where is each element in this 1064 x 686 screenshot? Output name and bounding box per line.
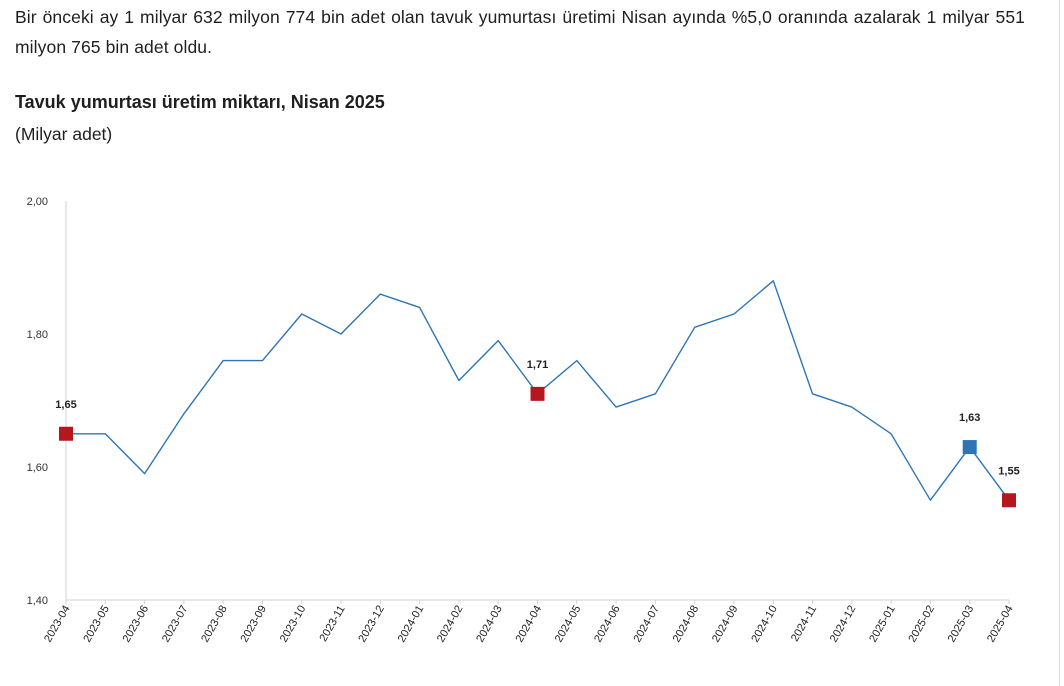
- y-tick-label: 1,40: [27, 595, 48, 607]
- x-tick-label: 2023-04: [42, 604, 73, 645]
- x-tick-label: 2024-04: [514, 604, 545, 645]
- x-tick-label: 2025-01: [867, 604, 898, 645]
- x-tick-label: 2024-11: [789, 604, 819, 644]
- axis-layer: 1,40 1,60 1,80 2,00 2023-04 2023-05 2023-06 202…: [27, 196, 1016, 644]
- x-tick-label: 2024-06: [592, 604, 623, 645]
- data-label: 1,71: [527, 359, 548, 371]
- data-label: 1,63: [959, 412, 980, 424]
- data-label: 1,55: [998, 465, 1019, 477]
- y-tick-label: 2,00: [27, 196, 48, 208]
- intro-paragraph: Bir önceki ay 1 milyar 632 milyon 774 bi…: [15, 7, 1025, 57]
- x-tick-label: 2023-10: [278, 604, 309, 645]
- x-tick-label: 2025-03: [946, 604, 977, 645]
- x-tick-label: 2025-02: [906, 604, 937, 645]
- data-point-marker: [1002, 493, 1016, 508]
- y-tick-label: 1,60: [27, 462, 48, 474]
- x-tick-label: 2024-02: [435, 604, 466, 645]
- data-point-marker: [59, 426, 73, 441]
- chart-title: Tavuk yumurtası üretim miktarı, Nisan 20…: [15, 92, 385, 112]
- x-tick-label: 2023-12: [356, 604, 387, 645]
- x-tick-label: 2023-05: [81, 604, 112, 645]
- x-tick-label: 2023-06: [121, 604, 152, 645]
- x-tick-label: 2024-07: [631, 604, 662, 645]
- x-tick-label: 2024-09: [710, 604, 741, 645]
- x-tick-label: 2023-09: [238, 604, 269, 645]
- x-tick-label: 2024-03: [474, 604, 505, 645]
- x-tick-label: 2024-12: [828, 604, 859, 645]
- x-tick-label: 2023-11: [317, 604, 347, 644]
- x-tick-label: 2024-08: [671, 604, 702, 645]
- chart-subtitle: (Milyar adet): [15, 124, 113, 144]
- page-edge-divider: [1059, 0, 1060, 686]
- data-label: 1,65: [55, 399, 76, 411]
- x-tick-label: 2023-07: [160, 604, 191, 645]
- x-tick-label: 2024-10: [749, 604, 780, 645]
- marker-layer: [59, 386, 1016, 508]
- data-point-marker: [530, 386, 545, 401]
- label-layer: 1,65 1,71 1,63 1,55: [55, 359, 1019, 477]
- data-point-marker: [962, 440, 977, 455]
- x-tick-label: 2024-01: [396, 604, 427, 645]
- x-tick-label: 2023-08: [199, 604, 230, 645]
- x-tick-label: 2025-04: [985, 604, 1016, 645]
- y-tick-label: 1,80: [27, 329, 48, 341]
- x-tick-label: 2024-05: [553, 604, 584, 645]
